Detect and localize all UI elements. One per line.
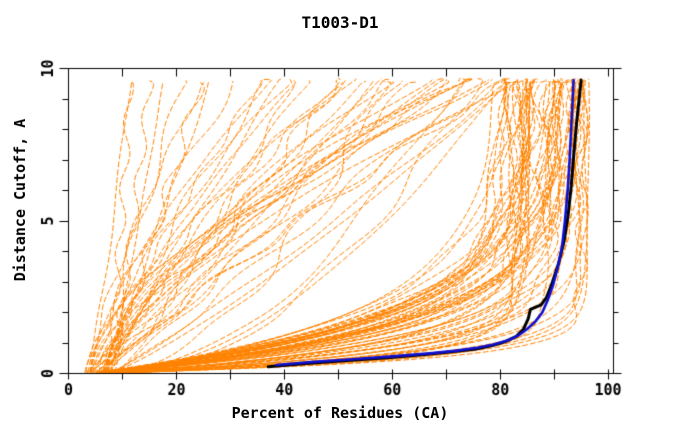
y-axis-label: Distance Cutoff, A	[11, 118, 29, 282]
chart-title: T1003-D1	[301, 13, 379, 32]
x-axis-label: Percent of Residues (CA)	[231, 404, 449, 422]
